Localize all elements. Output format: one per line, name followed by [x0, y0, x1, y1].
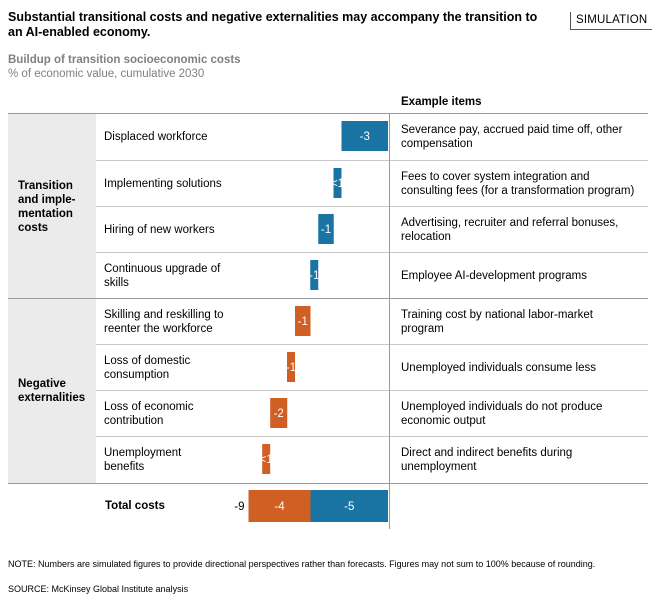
bar-value-label-1: <1: [331, 178, 344, 190]
total-segment-transition: [310, 490, 388, 522]
group-label-transition: Transition and imple-mentation costs: [18, 180, 76, 234]
row-divider: [96, 160, 648, 161]
example-items-header: Example items: [401, 96, 482, 108]
row-label-hiring: Hiring of new workers: [104, 223, 215, 236]
bar-value-label-5: -1: [286, 362, 296, 374]
example-unemployment-benefits: Direct and indirect benefits during unem…: [401, 447, 573, 473]
total-segment-externalities: [248, 490, 311, 522]
chart-unit: % of economic value, cumulative 2030: [8, 68, 205, 80]
bar-2: [318, 214, 334, 244]
examples-divider: [389, 113, 390, 529]
bar-value-label-0: -3: [360, 131, 370, 143]
group-label-externalities: Negative externalities: [18, 378, 86, 404]
row-label-reskilling: Skilling and reskilling to reenter the w…: [104, 308, 224, 335]
row-label-implementing-solutions: Implementing solutions: [104, 177, 222, 190]
row-divider: [96, 252, 648, 253]
row-label-economic-contribution: Loss of economic contribution: [104, 400, 194, 427]
row-divider: [96, 436, 648, 437]
example-economic-contribution: Unemployed individuals do not produce ec…: [401, 400, 603, 427]
total-value-label: -9: [234, 501, 244, 513]
row-label-displaced-workforce: Displaced workforce: [104, 131, 208, 143]
row-label-unemployment-benefits: Unemployment benefits: [104, 447, 182, 473]
bar-value-label-7: <1: [260, 454, 273, 466]
row-label-upgrade-skills: Continuous upgrade of skills: [104, 262, 221, 289]
total-divider: [8, 483, 648, 484]
row-label-domestic-consumption: Loss of domestic consumption: [104, 354, 191, 381]
bar-7: [262, 444, 271, 474]
footnote: NOTE: Numbers are simulated figures to p…: [8, 559, 596, 569]
total-segment-label-transition: -5: [344, 501, 354, 513]
group-band-externalities: [8, 299, 96, 483]
bar-value-label-6: -2: [274, 408, 284, 420]
row-divider: [96, 390, 648, 391]
example-implementing-solutions: Fees to cover system integration and con…: [401, 170, 635, 197]
example-upgrade-skills: Employee AI-development programs: [401, 269, 588, 282]
row-divider: [8, 113, 648, 114]
example-reskilling: Training cost by national labor-market p…: [401, 308, 593, 335]
bar-5: [287, 352, 295, 382]
chart-title: Substantial transitional costs and negat…: [8, 10, 538, 39]
bar-3: [310, 260, 319, 290]
simulation-badge: SIMULATION: [570, 12, 653, 30]
bar-value-label-2: -1: [321, 224, 331, 236]
row-divider: [96, 344, 648, 345]
bar-1: [333, 168, 342, 198]
group-band-transition: [8, 114, 96, 298]
bar-4: [295, 306, 311, 336]
row-divider: [96, 206, 648, 207]
bar-value-label-3: -1: [309, 270, 319, 282]
example-domestic-consumption: Unemployed individuals consume less: [401, 361, 596, 374]
chart-subtitle: Buildup of transition socioeconomic cost…: [8, 54, 241, 66]
total-segment-label-externalities: -4: [274, 501, 285, 513]
total-costs-label: Total costs: [105, 500, 165, 512]
source-note: SOURCE: McKinsey Global Institute analys…: [8, 584, 189, 594]
bar-value-label-4: -1: [298, 316, 308, 328]
bar-0: [341, 121, 388, 151]
group-divider: [8, 298, 648, 299]
example-displaced-workforce: Severance pay, accrued paid time off, ot…: [401, 124, 623, 150]
bar-6: [270, 398, 288, 428]
example-hiring: Advertising, recruiter and referral bonu…: [401, 216, 619, 243]
